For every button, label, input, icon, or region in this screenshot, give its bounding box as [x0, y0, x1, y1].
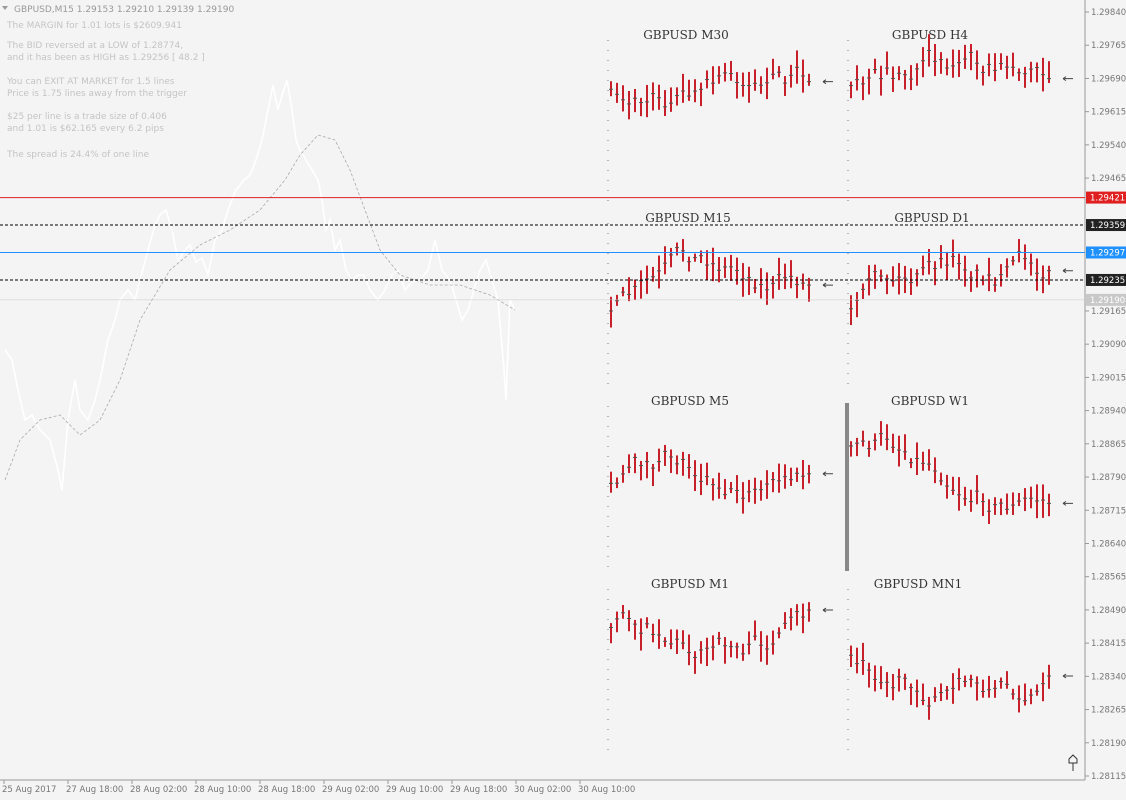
info-line: Price is 1.75 lines away from the trigge…: [7, 89, 187, 99]
y-tick-label: 1.28340: [1091, 672, 1126, 682]
collapse-icon: [2, 6, 8, 10]
y-tick-label: 1.29090: [1091, 340, 1126, 350]
y-tick-label: 1.28940: [1091, 407, 1126, 417]
price-tag: [1086, 293, 1126, 306]
price-tag: [1086, 219, 1126, 232]
x-tick-label: 28 Aug 10:00: [194, 785, 251, 795]
price-arrow: [822, 79, 833, 85]
y-tick-label: 1.28490: [1091, 606, 1126, 616]
x-tick-label: 30 Aug 02:00: [514, 785, 571, 795]
price-arrow: [822, 607, 833, 613]
price-tag-label: 1.29421: [1090, 194, 1125, 204]
x-tick-label: 30 Aug 10:00: [578, 785, 635, 795]
x-tick-label: 29 Aug 10:00: [386, 785, 443, 795]
symbol-line: GBPUSD,M15 1.29153 1.29210 1.29139 1.291…: [14, 5, 234, 15]
x-tick-label: 25 Aug 2017: [2, 785, 56, 795]
price-arrow: [1062, 76, 1073, 82]
price-arrow: [1062, 673, 1073, 679]
y-tick-label: 1.29765: [1091, 41, 1126, 51]
info-line: and 1.01 is $62.165 every 6.2 pips: [7, 124, 164, 134]
y-tick-label: 1.28565: [1091, 573, 1126, 583]
mini-charts: GBPUSD M30 GBPUSD H4 GBPUSD M15 GBPUSD D1 GB…: [607, 28, 1073, 754]
price-arrow: [1062, 268, 1073, 274]
price-tag-label: 1.29297: [1090, 248, 1125, 258]
y-tick-label: 1.28265: [1091, 706, 1126, 716]
y-tick-label: 1.29165: [1091, 307, 1126, 317]
panel-title: GBPUSD M5: [651, 394, 729, 408]
y-tick-label: 1.29690: [1091, 74, 1126, 84]
y-tick-label: 1.28790: [1091, 473, 1126, 483]
panel-title: GBPUSD D1: [894, 211, 969, 225]
y-tick-label: 1.28715: [1091, 506, 1126, 516]
y-tick-label: 1.29615: [1091, 108, 1126, 118]
y-tick-label: 1.29465: [1091, 174, 1126, 184]
x-tick-label: 29 Aug 18:00: [450, 785, 507, 795]
x-tick-label: 29 Aug 02:00: [322, 785, 379, 795]
y-tick-label: 1.28640: [1091, 539, 1126, 549]
panel-title: GBPUSD MN1: [874, 577, 962, 591]
panel-title: GBPUSD H4: [892, 28, 969, 42]
price-arrow: [822, 471, 833, 477]
y-tick-label: 1.29540: [1091, 141, 1126, 151]
price-tag: [1086, 191, 1126, 204]
price-tag-label: 1.29235: [1090, 276, 1125, 286]
y-tick-label: 1.29015: [1091, 373, 1126, 383]
price-lines: 1.29421 1.29359 1.29297 1.29235 1.29190: [0, 191, 1126, 306]
y-tick-label: 1.28115: [1091, 772, 1126, 782]
x-tick-label: 28 Aug 18:00: [258, 785, 315, 795]
price-tag: [1086, 273, 1126, 286]
info-line: $25 per line is a trade size of 0.406: [7, 112, 167, 122]
price-tag: [1086, 246, 1126, 259]
panel-title: GBPUSD W1: [891, 394, 969, 408]
moving-average: [4, 134, 516, 481]
panel-highlight: [845, 403, 849, 571]
price-tag-label: 1.29190: [1090, 296, 1125, 306]
info-line: and it has been as HIGH as 1.29256 [ 48.…: [7, 53, 205, 63]
price-line: [4, 79, 516, 491]
x-tick-label: 27 Aug 18:00: [66, 785, 123, 795]
y-tick-label: 1.28415: [1091, 639, 1126, 649]
info-line: The spread is 24.4% of one line: [6, 150, 149, 160]
panel-title: GBPUSD M1: [651, 577, 729, 591]
info-line: The BID reversed at a LOW of 1.28774,: [6, 41, 183, 51]
y-tick-label: 1.29840: [1091, 8, 1126, 18]
price-arrow: [822, 282, 833, 288]
price-tag-label: 1.29359: [1090, 221, 1125, 231]
crosshair-icon: [1068, 754, 1078, 771]
y-tick-label: 1.28190: [1091, 739, 1126, 749]
x-tick-label: 28 Aug 02:00: [130, 785, 187, 795]
panel-title: GBPUSD M30: [643, 28, 729, 42]
info-line: You can EXIT AT MARKET for 1.5 lines: [6, 77, 175, 87]
price-arrow: [1062, 500, 1073, 506]
panel-title: GBPUSD M15: [645, 211, 731, 225]
info-line: The MARGIN for 1.01 lots is $2609.941: [6, 21, 182, 31]
y-tick-label: 1.28865: [1091, 440, 1126, 450]
